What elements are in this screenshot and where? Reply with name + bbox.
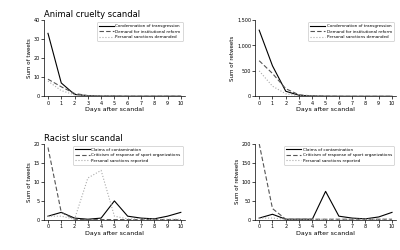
Legend: Claims of contamination, Criticism of response of sport organizations, Personal : Claims of contamination, Criticism of re…	[73, 146, 183, 165]
X-axis label: Days after scandal: Days after scandal	[85, 107, 144, 112]
Y-axis label: Sum of tweets: Sum of tweets	[26, 162, 32, 202]
Text: Racist slur scandal: Racist slur scandal	[44, 134, 123, 143]
Legend: Condemnation of transgression, Demand for institutional reform, Personal sanctio: Condemnation of transgression, Demand fo…	[308, 22, 394, 41]
Legend: Claims of contamination, Criticism of response of sport organizations, Personal : Claims of contamination, Criticism of re…	[284, 146, 394, 165]
Y-axis label: Sum of retweets: Sum of retweets	[230, 36, 235, 81]
X-axis label: Days after scandal: Days after scandal	[296, 107, 355, 112]
Text: Animal cruelty scandal: Animal cruelty scandal	[44, 10, 140, 19]
Y-axis label: Sum of retweets: Sum of retweets	[234, 159, 240, 204]
X-axis label: Days after scandal: Days after scandal	[85, 230, 144, 235]
X-axis label: Days after scandal: Days after scandal	[296, 230, 355, 235]
Y-axis label: Sum of tweets: Sum of tweets	[26, 38, 32, 78]
Legend: Condemnation of transgression, Demand for institutional reform, Personal sanctio: Condemnation of transgression, Demand fo…	[97, 22, 183, 41]
